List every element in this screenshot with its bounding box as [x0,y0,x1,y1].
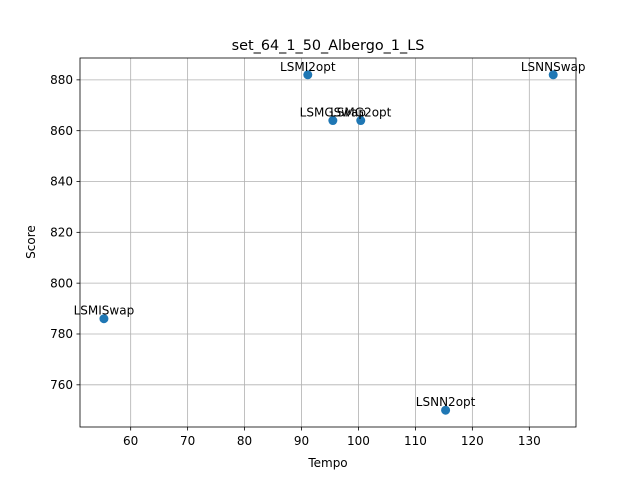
x-tick-label: 70 [180,434,195,448]
x-tick-label: 130 [518,434,541,448]
y-tick-label: 820 [50,226,73,240]
point-label: LSNN2opt [416,395,476,409]
x-tick-label: 100 [347,434,370,448]
scatter-point [99,314,109,324]
grid-lines [80,58,576,427]
scatter-point [303,70,313,80]
scatter-point [328,116,338,126]
plot-frame [79,57,577,428]
y-tick-label: 760 [50,378,73,392]
x-tick-label: 110 [404,434,427,448]
y-tick-label: 840 [50,175,73,189]
x-axis-label: Tempo [307,456,347,470]
scatter-point [356,116,366,126]
point-label: LSMI2opt [280,60,336,74]
x-tick-label: 60 [123,434,138,448]
chart-title: set_64_1_50_Albergo_1_LS [232,38,425,54]
scatter-point [548,70,558,80]
scatter-point [441,405,451,415]
point-label: LSMG2opt [330,106,392,120]
y-tick-label: 800 [50,276,73,290]
x-tick-label: 90 [294,434,309,448]
point-label: LSMISwap [74,304,135,318]
y-tick-label: 860 [50,124,73,138]
data-points [99,70,558,415]
point-label: LSMGSwap [300,106,366,120]
x-tick-label: 80 [237,434,252,448]
x-tick-label: 120 [461,434,484,448]
y-tick-label: 880 [50,73,73,87]
y-axis-label: Score [24,225,38,259]
axis-ticks: 60 70 80 90 100 110 120 130 760 780 800 820 840 860 88… [50,73,541,448]
point-label: LSNNSwap [521,60,586,74]
y-tick-label: 780 [50,327,73,341]
